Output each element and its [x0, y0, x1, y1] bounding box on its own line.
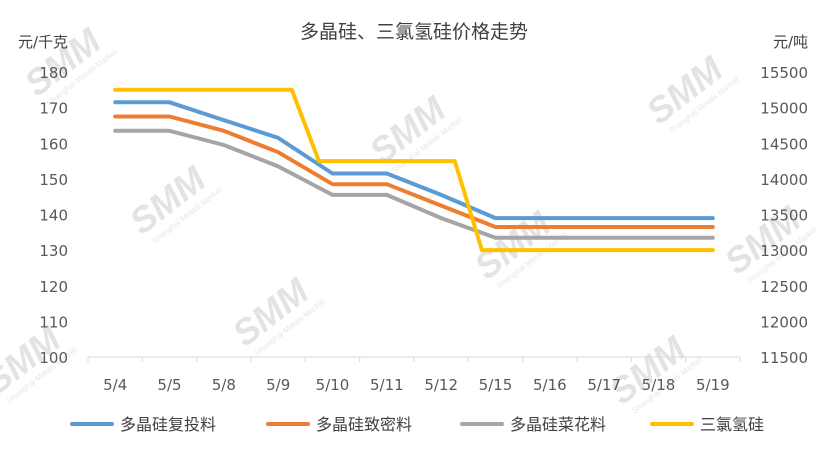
y-right-tick-label: 11500 — [760, 349, 808, 367]
series-line — [113, 128, 715, 240]
legend-label: 多晶硅菜花料 — [510, 415, 606, 434]
x-tick-label: 5/19 — [696, 376, 730, 394]
x-tick-label: 5/5 — [157, 376, 181, 394]
legend-label: 多晶硅致密料 — [316, 415, 412, 434]
legend-label: 多晶硅复投料 — [120, 415, 216, 434]
y-right-tick-label: 13500 — [760, 207, 808, 225]
y-left-tick-label: 120 — [39, 278, 68, 296]
series-line — [113, 100, 715, 221]
x-tick-label: 5/8 — [212, 376, 236, 394]
x-tick-label: 5/12 — [424, 376, 458, 394]
series-line — [113, 114, 715, 229]
x-tick-label: 5/4 — [103, 376, 127, 394]
axes-layer: 5/4 5/5 5/8 5/9 5/10 5/11 5/12 5/15 5/16 5/17 5/18… — [39, 64, 808, 394]
y-left-tick-label: 130 — [39, 242, 68, 260]
y-left-tick-label: 110 — [39, 313, 68, 331]
x-tick-label: 5/11 — [370, 376, 404, 394]
y-left-tick-label: 140 — [39, 207, 68, 225]
y-right-tick-label: 15500 — [760, 64, 808, 82]
y-right-tick-label: 12000 — [760, 313, 808, 331]
y-right-tick-label: 15000 — [760, 100, 808, 118]
right-axis-unit-label: 元/吨 — [773, 33, 808, 51]
y-left-tick-label: 150 — [39, 171, 68, 189]
x-tick-label: 5/9 — [266, 376, 290, 394]
chart-title: 多晶硅、三氯氢硅价格走势 — [300, 21, 528, 43]
y-left-tick-label: 180 — [39, 64, 68, 82]
left-axis-unit-label: 元/千克 — [18, 33, 68, 51]
y-left-tick-label: 170 — [39, 100, 68, 118]
legend-label: 三氯氢硅 — [700, 415, 764, 434]
series-layer — [113, 87, 715, 253]
series-line — [113, 87, 715, 253]
y-right-tick-label: 14500 — [760, 135, 808, 153]
y-left-tick-label: 100 — [39, 349, 68, 367]
x-tick-label: 5/16 — [533, 376, 567, 394]
y-right-tick-label: 13000 — [760, 242, 808, 260]
y-right-tick-label: 12500 — [760, 278, 808, 296]
legend: 多晶硅复投料 多晶硅致密料 多晶硅菜花料 三氯氢硅 — [70, 415, 764, 434]
y-right-tick-label: 14000 — [760, 171, 808, 189]
x-tick-label: 5/17 — [587, 376, 621, 394]
x-tick-label: 5/10 — [316, 376, 350, 394]
y-left-tick-label: 160 — [39, 135, 68, 153]
x-tick-label: 5/18 — [642, 376, 676, 394]
x-tick-label: 5/15 — [479, 376, 513, 394]
